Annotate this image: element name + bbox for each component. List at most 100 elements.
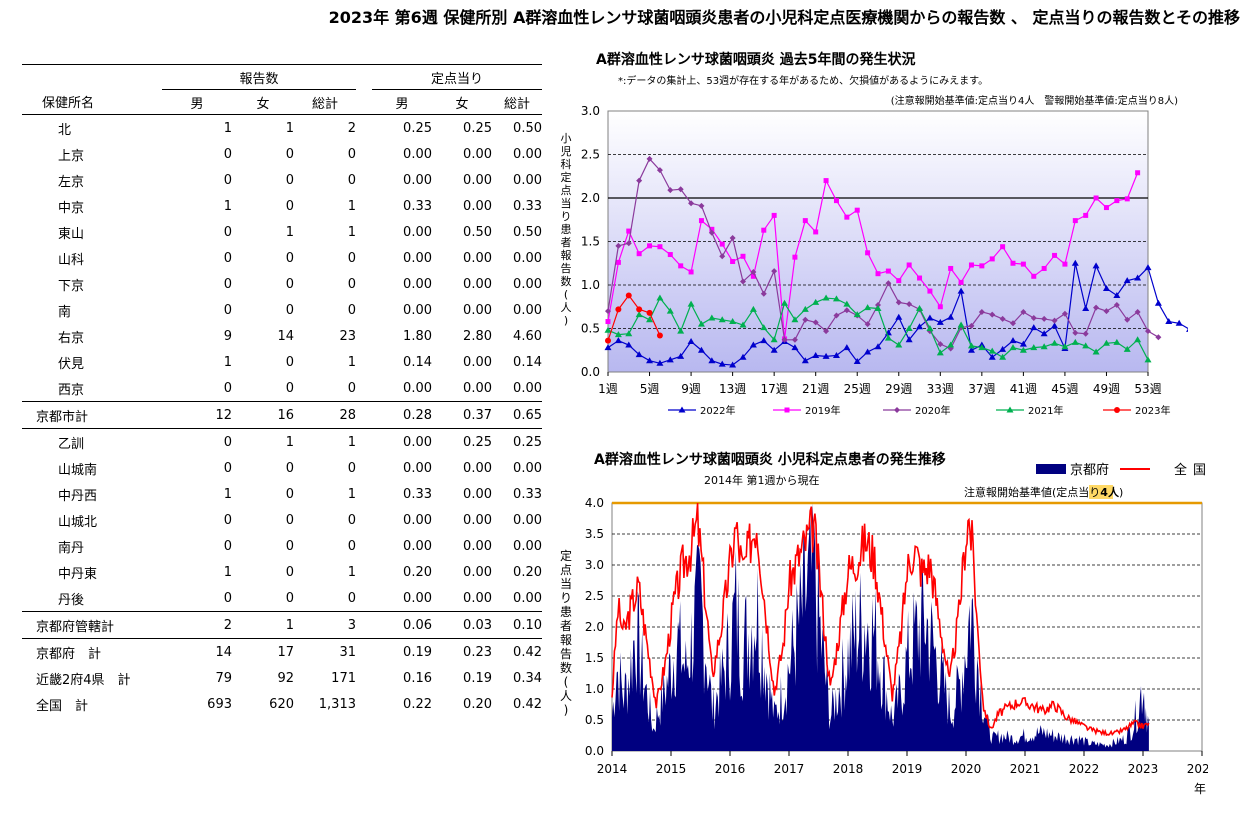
data-point bbox=[968, 262, 974, 268]
data-point bbox=[1144, 356, 1152, 363]
cell-female: 1 bbox=[232, 611, 294, 639]
data-point bbox=[646, 316, 654, 323]
data-point bbox=[625, 341, 633, 348]
cell-per-female: 0.25 bbox=[463, 120, 492, 136]
x-tick-label: 13週 bbox=[719, 382, 746, 396]
cell-male: 0 bbox=[223, 172, 232, 188]
data-point bbox=[1124, 196, 1130, 202]
cell-male: 0 bbox=[223, 538, 232, 554]
cell-per-female: 0.00 bbox=[463, 250, 492, 266]
cell-male: 0 bbox=[223, 224, 232, 240]
ylabel-char: 患 bbox=[560, 605, 572, 619]
data-point bbox=[749, 305, 757, 312]
data-point bbox=[760, 337, 768, 344]
legend-marker bbox=[678, 406, 686, 413]
spacer bbox=[356, 428, 372, 455]
row-name: 下京 bbox=[58, 278, 85, 294]
data-point bbox=[1092, 348, 1100, 355]
data-point bbox=[1019, 340, 1027, 347]
cell-total: 1 bbox=[294, 428, 356, 455]
cell-total: 23 bbox=[339, 328, 356, 344]
y-tick-label: 0.0 bbox=[581, 365, 600, 379]
cell-per-total: 0.33 bbox=[513, 198, 542, 214]
data-point bbox=[936, 349, 944, 356]
data-point bbox=[687, 338, 695, 345]
table-row: 南 0 0 0 0.00 0.00 0.00 bbox=[22, 297, 542, 323]
cell-per-male: 0.19 bbox=[372, 638, 432, 665]
data-point bbox=[958, 279, 964, 285]
cell-female: 0 bbox=[285, 486, 294, 502]
cell-per-female: 0.20 bbox=[463, 696, 492, 712]
cell-female: 0 bbox=[285, 512, 294, 528]
y-tick-label: 1.5 bbox=[585, 651, 604, 665]
chart1-note: *:データの集計上、53週が存在する年があるため、欠損値があるようにみえます。 bbox=[618, 74, 988, 87]
spacer bbox=[356, 533, 372, 559]
column-header-male: 男 bbox=[162, 89, 232, 115]
spacer bbox=[356, 167, 372, 193]
data-point bbox=[1009, 337, 1017, 344]
data-point bbox=[937, 341, 944, 348]
cell-male: 0 bbox=[223, 276, 232, 292]
cell-per-female: 0.00 bbox=[463, 172, 492, 188]
data-point bbox=[718, 316, 726, 323]
data-point bbox=[1071, 259, 1079, 266]
data-point bbox=[646, 155, 653, 162]
legend-label: 2023年 bbox=[1135, 404, 1170, 417]
cell-male: 79 bbox=[215, 670, 232, 686]
data-point bbox=[1051, 339, 1059, 346]
row-name: 北 bbox=[58, 122, 72, 138]
data-point bbox=[698, 202, 705, 209]
row-name: 京都府管轄計 bbox=[22, 611, 162, 639]
y-tick-label: 2.5 bbox=[585, 589, 604, 603]
legend-swatch-area bbox=[1036, 464, 1066, 474]
data-point bbox=[989, 311, 996, 318]
data-point bbox=[656, 294, 664, 301]
cell-male: 1 bbox=[223, 354, 232, 370]
cell-per-total: 0.42 bbox=[513, 696, 542, 712]
cell-per-female: 0.00 bbox=[463, 146, 492, 162]
data-point bbox=[605, 308, 611, 315]
spacer bbox=[356, 691, 372, 717]
cell-male: 2 bbox=[162, 611, 232, 639]
data-point bbox=[1102, 284, 1110, 291]
data-point bbox=[967, 346, 975, 353]
cell-per-total: 0.00 bbox=[513, 302, 542, 318]
threshold-suffix: ) bbox=[1119, 486, 1123, 499]
spacer bbox=[356, 271, 372, 297]
spacer bbox=[356, 401, 372, 429]
row-name: 左京 bbox=[58, 174, 85, 190]
data-point bbox=[625, 240, 632, 247]
cell-per-female: 0.19 bbox=[463, 670, 492, 686]
cell-per-male: 0.00 bbox=[403, 590, 432, 606]
spacer bbox=[356, 349, 372, 375]
data-point bbox=[1083, 212, 1089, 218]
data-point bbox=[1103, 308, 1110, 315]
cell-per-female: 0.00 bbox=[463, 302, 492, 318]
row-name: 中丹東 bbox=[58, 566, 98, 582]
y-tick-label: 4.0 bbox=[585, 496, 604, 510]
x-tick-label: 45週 bbox=[1051, 382, 1078, 396]
column-header-per-total: 総計 bbox=[492, 89, 542, 115]
ylabel-char: 者 bbox=[561, 236, 572, 249]
data-point bbox=[812, 319, 819, 326]
data-point bbox=[1175, 319, 1183, 326]
data-point bbox=[1186, 328, 1188, 332]
chart1-title: A群溶血性レンサ球菌咽頭炎 過去5年間の発生状況 bbox=[596, 51, 915, 68]
data-point bbox=[948, 265, 954, 271]
series-line-2022年 bbox=[607, 263, 1188, 366]
data-point bbox=[1052, 252, 1058, 258]
ylabel-char: 告 bbox=[560, 647, 572, 661]
data-point bbox=[957, 321, 965, 328]
table-row: 京都市計 12 16 28 0.28 0.37 0.65 bbox=[22, 401, 542, 429]
data-point bbox=[1020, 261, 1026, 267]
cell-per-female: 0.00 bbox=[463, 198, 492, 214]
cell-total: 1 bbox=[347, 354, 356, 370]
data-point bbox=[687, 300, 695, 307]
data-point bbox=[750, 268, 757, 275]
data-point bbox=[1092, 262, 1100, 269]
data-point bbox=[947, 313, 955, 320]
x-tick-label: 17週 bbox=[761, 382, 788, 396]
data-point bbox=[916, 304, 924, 311]
cell-total: 1,313 bbox=[318, 696, 356, 712]
